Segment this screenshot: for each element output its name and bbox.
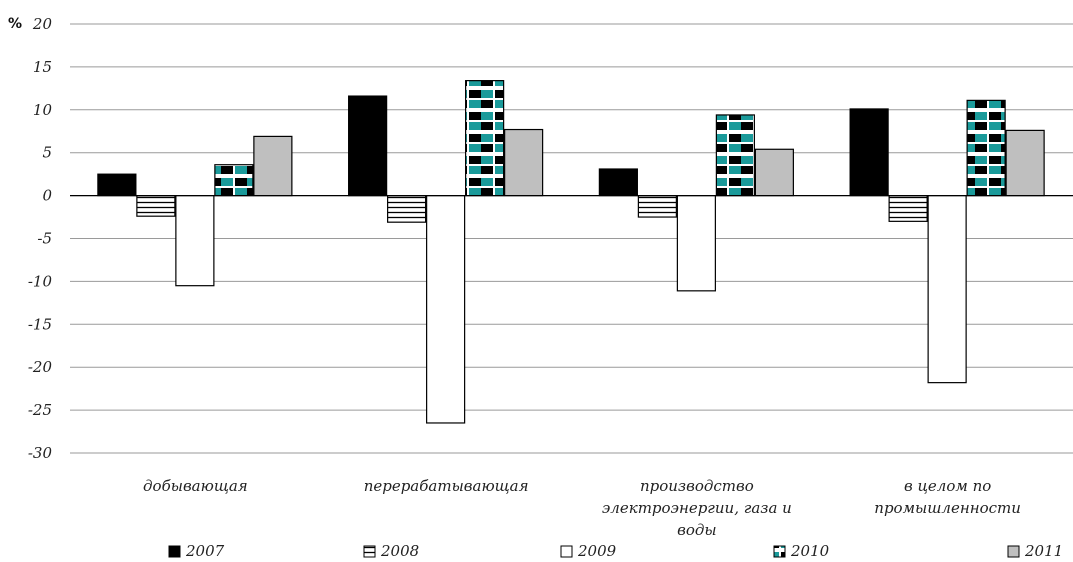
legend-swatch	[560, 545, 573, 558]
bar-2010-cat2	[465, 80, 505, 197]
legend-item-2009: 2009	[560, 542, 617, 560]
legend-swatch	[1007, 545, 1020, 558]
bar-2010-cat1	[214, 164, 254, 197]
bars	[97, 80, 1045, 424]
y-tick-label: 15	[33, 58, 52, 76]
legend: 2007 2008 2009 2010 2011	[168, 542, 1063, 560]
legend-swatch	[168, 545, 181, 558]
legend-label: 2010	[790, 542, 830, 560]
legend-item-2008: 2008	[363, 542, 419, 560]
bar-2011-cat2	[504, 128, 544, 197]
bar-2008-cat3	[637, 195, 677, 218]
bar-2007-cat2	[348, 95, 388, 197]
bar-2011-cat1	[253, 135, 293, 197]
legend-item-2011: 2011	[1007, 542, 1063, 560]
category-label: добывающая	[143, 477, 248, 495]
legend-label: 2008	[380, 542, 419, 560]
y-tick-label: 0	[42, 187, 52, 205]
y-tick-label: -25	[28, 401, 52, 419]
unit-label: %	[8, 16, 22, 32]
legend-swatch	[363, 545, 376, 558]
category-label: электроэнергии, газа и	[602, 499, 792, 517]
bar-2008-cat2	[387, 195, 427, 223]
bar-2007-cat3	[598, 168, 638, 197]
bar-2009-cat2	[426, 195, 466, 424]
category-label: производство	[640, 477, 754, 495]
legend-swatch	[773, 545, 786, 558]
y-tick-label: -20	[28, 358, 53, 376]
bar-2010-cat3	[715, 114, 755, 197]
bar-2009-cat1	[175, 195, 215, 287]
y-tick-label: 5	[42, 144, 52, 162]
y-tick-label: -30	[28, 444, 53, 462]
y-tick-label: -10	[28, 272, 53, 290]
legend-label: 2009	[577, 542, 617, 560]
y-tick-label: 10	[33, 101, 53, 119]
bar-2008-cat4	[888, 195, 928, 222]
y-tick-label: -5	[37, 230, 52, 248]
bar-2009-cat4	[927, 195, 967, 384]
bar-2009-cat3	[676, 195, 716, 292]
bar-2011-cat4	[1005, 129, 1045, 197]
x-axis-categories: добывающая перерабатывающая производство эл…	[143, 477, 1021, 539]
y-tick-label: -15	[28, 315, 52, 333]
bar-2010-cat4	[966, 99, 1006, 197]
category-label: в целом по	[904, 477, 991, 495]
legend-label: 2007	[185, 542, 225, 560]
y-axis: 20 15 10 5 0 -5 -10 -15 -20 -25 -30	[28, 15, 53, 462]
bar-2007-cat1	[97, 173, 137, 197]
category-label: воды	[677, 521, 717, 539]
legend-item-2007: 2007	[168, 542, 225, 560]
y-tick-label: 20	[32, 15, 53, 33]
legend-label: 2011	[1024, 542, 1063, 560]
category-label: промышленности	[874, 499, 1021, 517]
gridlines	[70, 23, 1073, 454]
bar-2011-cat3	[754, 148, 794, 197]
legend-item-2010: 2010	[773, 542, 830, 560]
bar-2008-cat1	[136, 195, 176, 217]
bar-2007-cat4	[849, 108, 889, 197]
category-label: перерабатывающая	[364, 477, 529, 495]
